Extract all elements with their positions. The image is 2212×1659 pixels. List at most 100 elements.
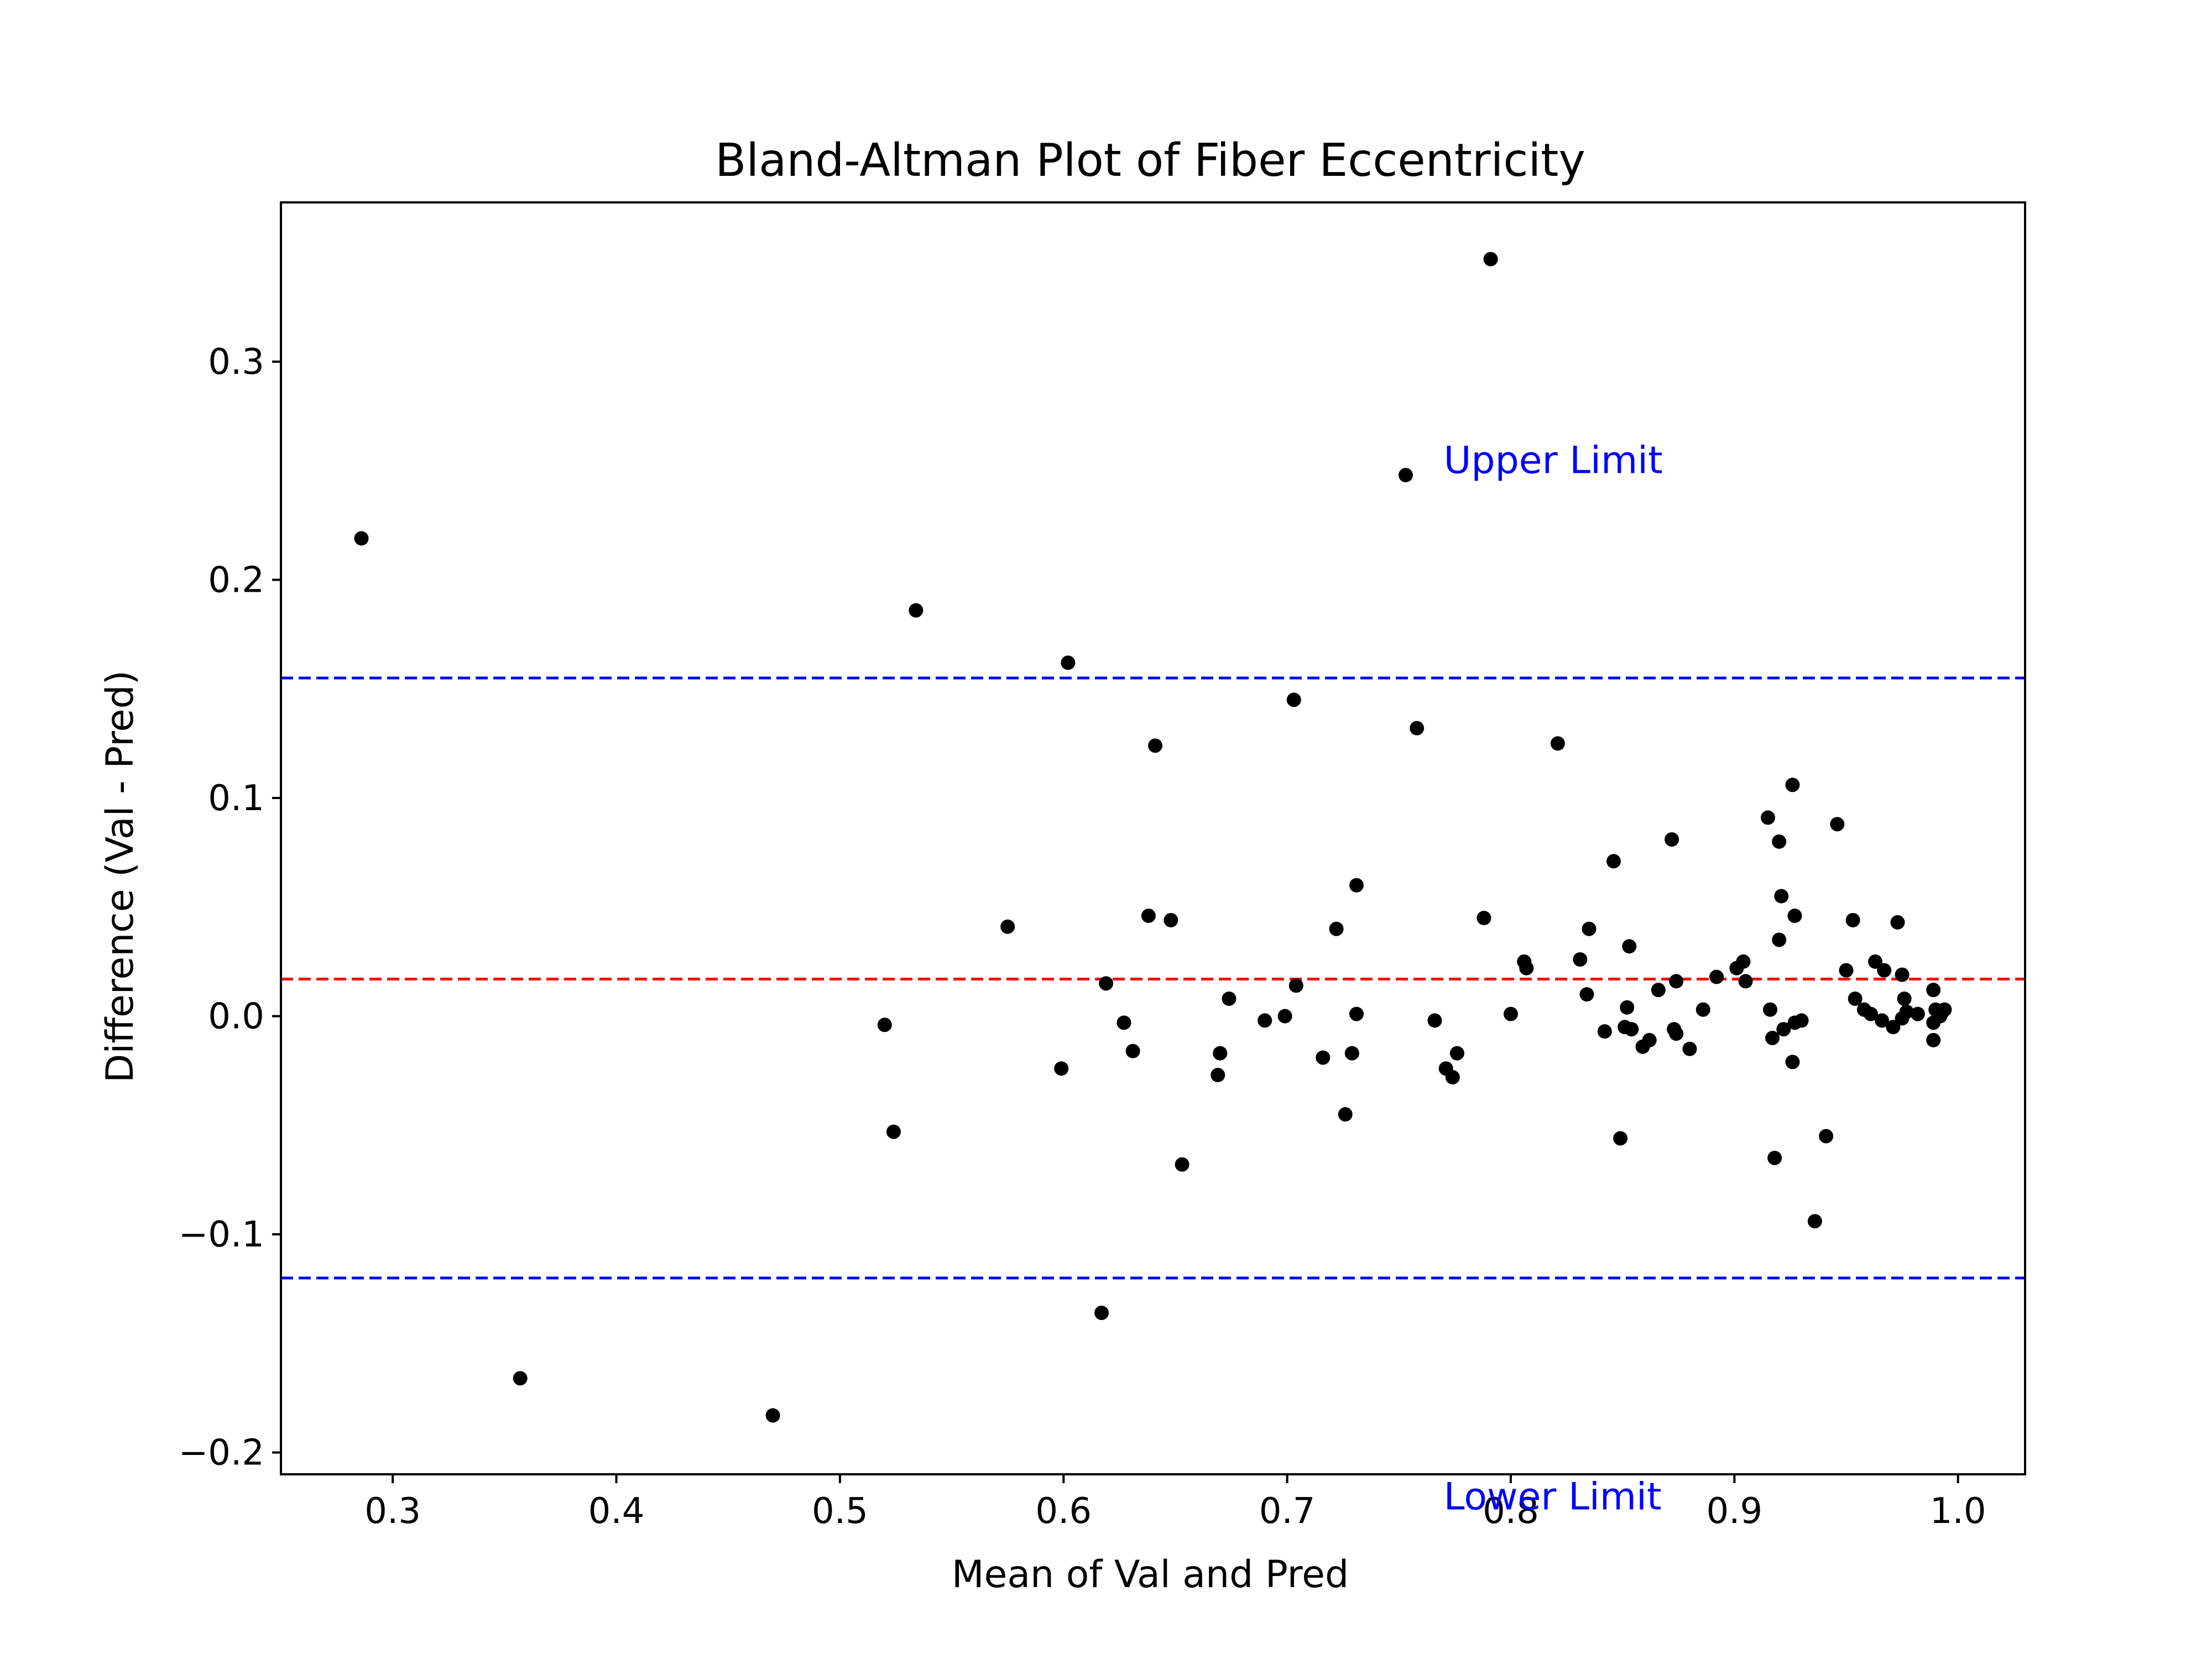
data-point: [1148, 738, 1163, 753]
upper-limit-label: Upper Limit: [1444, 439, 1663, 483]
axis-ticks: 0.3 0.4 0.5 0.6 0.7 0.8 0.9 1.0 −0.2 −0.1 0.0 0.1 0.…: [179, 342, 1986, 1532]
data-point: [1772, 932, 1787, 947]
data-point: [1258, 1013, 1272, 1028]
data-point: [1550, 736, 1565, 751]
data-point: [1573, 952, 1588, 967]
data-point: [1329, 921, 1344, 936]
data-point: [1736, 954, 1751, 969]
x-tick-label: 0.9: [1706, 1491, 1762, 1532]
y-tick-label: −0.2: [179, 1433, 264, 1474]
data-point: [1669, 1026, 1684, 1041]
x-tick-label: 0.7: [1259, 1491, 1316, 1532]
y-tick-label: 0.3: [208, 342, 264, 383]
data-point: [1772, 834, 1787, 849]
x-tick-label: 0.5: [812, 1491, 868, 1532]
data-point: [1669, 974, 1684, 989]
data-point: [1651, 983, 1666, 998]
data-point: [765, 1408, 780, 1423]
data-point: [1642, 1032, 1657, 1047]
y-tick-label: 0.0: [208, 997, 264, 1037]
data-point: [354, 531, 369, 546]
data-point: [1316, 1050, 1331, 1065]
data-point: [1682, 1041, 1697, 1056]
data-point: [1895, 967, 1910, 982]
data-point: [1863, 1006, 1878, 1021]
data-point: [1213, 1046, 1228, 1061]
data-point: [1624, 1022, 1639, 1037]
data-points: [354, 252, 1952, 1423]
data-point: [1164, 912, 1178, 927]
y-tick-label: 0.2: [208, 560, 264, 601]
data-point: [1819, 1129, 1834, 1144]
lower-limit-label: Lower Limit: [1444, 1475, 1662, 1519]
chart-title: Bland-Altman Plot of Fiber Eccentricity: [715, 134, 1585, 187]
data-point: [1807, 1214, 1822, 1229]
data-point: [1665, 832, 1679, 847]
data-point: [1582, 921, 1597, 936]
data-point: [1830, 817, 1845, 832]
data-point: [1875, 1013, 1890, 1028]
plot-area-frame: [280, 201, 2026, 1475]
data-point: [1886, 1020, 1901, 1035]
data-point: [1277, 1009, 1292, 1024]
data-point: [1338, 1107, 1353, 1122]
data-point: [1477, 910, 1491, 925]
data-point: [1765, 1030, 1780, 1045]
data-point: [1937, 1002, 1952, 1017]
data-point: [1054, 1061, 1069, 1076]
data-point: [1839, 963, 1854, 978]
data-point: [1061, 655, 1076, 670]
data-point: [1785, 1055, 1800, 1070]
x-tick-label: 0.3: [364, 1491, 421, 1532]
y-tick-label: −0.1: [179, 1214, 264, 1255]
data-point: [1613, 1131, 1628, 1146]
data-point: [1222, 991, 1237, 1006]
data-point: [1483, 252, 1498, 267]
data-point: [1503, 1006, 1518, 1021]
data-point: [886, 1124, 901, 1139]
data-point: [1622, 939, 1637, 954]
data-point: [1620, 1000, 1635, 1015]
data-point: [1288, 978, 1303, 993]
data-point: [1000, 919, 1015, 934]
data-point: [1845, 912, 1860, 927]
data-point: [1709, 969, 1724, 984]
data-point: [1774, 889, 1789, 904]
x-tick-label: 0.6: [1035, 1491, 1092, 1532]
data-point: [1175, 1157, 1190, 1172]
y-tick-label: 0.1: [208, 778, 264, 819]
data-point: [1695, 1002, 1710, 1017]
data-point: [1899, 1004, 1914, 1019]
data-point: [1211, 1068, 1225, 1083]
data-point: [1579, 987, 1594, 1002]
data-point: [1785, 778, 1800, 792]
y-axis-label: Difference (Val - Pred): [98, 670, 142, 1083]
data-point: [1117, 1015, 1131, 1030]
data-point: [1349, 878, 1364, 893]
data-point: [1597, 1024, 1612, 1039]
data-point: [1868, 954, 1883, 969]
data-point: [1767, 1150, 1782, 1165]
data-point: [1094, 1306, 1109, 1321]
data-point: [1286, 692, 1301, 707]
x-tick-label: 0.8: [1483, 1491, 1539, 1532]
data-point: [1794, 1013, 1809, 1028]
data-point: [1787, 909, 1802, 924]
data-point: [1910, 1006, 1925, 1021]
x-tick-label: 1.0: [1930, 1491, 1986, 1532]
data-point: [1763, 1002, 1778, 1017]
data-point: [1926, 1032, 1941, 1047]
data-point: [1776, 1022, 1791, 1037]
data-point: [1410, 721, 1425, 735]
data-point: [1427, 1013, 1442, 1028]
data-point: [1760, 810, 1775, 825]
data-point: [1099, 976, 1114, 991]
x-axis-label: Mean of Val and Pred: [952, 1553, 1349, 1597]
reference-lines: [281, 676, 2025, 1280]
x-tick-label: 0.4: [588, 1491, 645, 1532]
annotations: Upper Limit Lower Limit: [1444, 439, 1663, 1519]
data-point: [877, 1018, 892, 1032]
data-point: [1897, 991, 1912, 1006]
data-point: [513, 1371, 528, 1386]
